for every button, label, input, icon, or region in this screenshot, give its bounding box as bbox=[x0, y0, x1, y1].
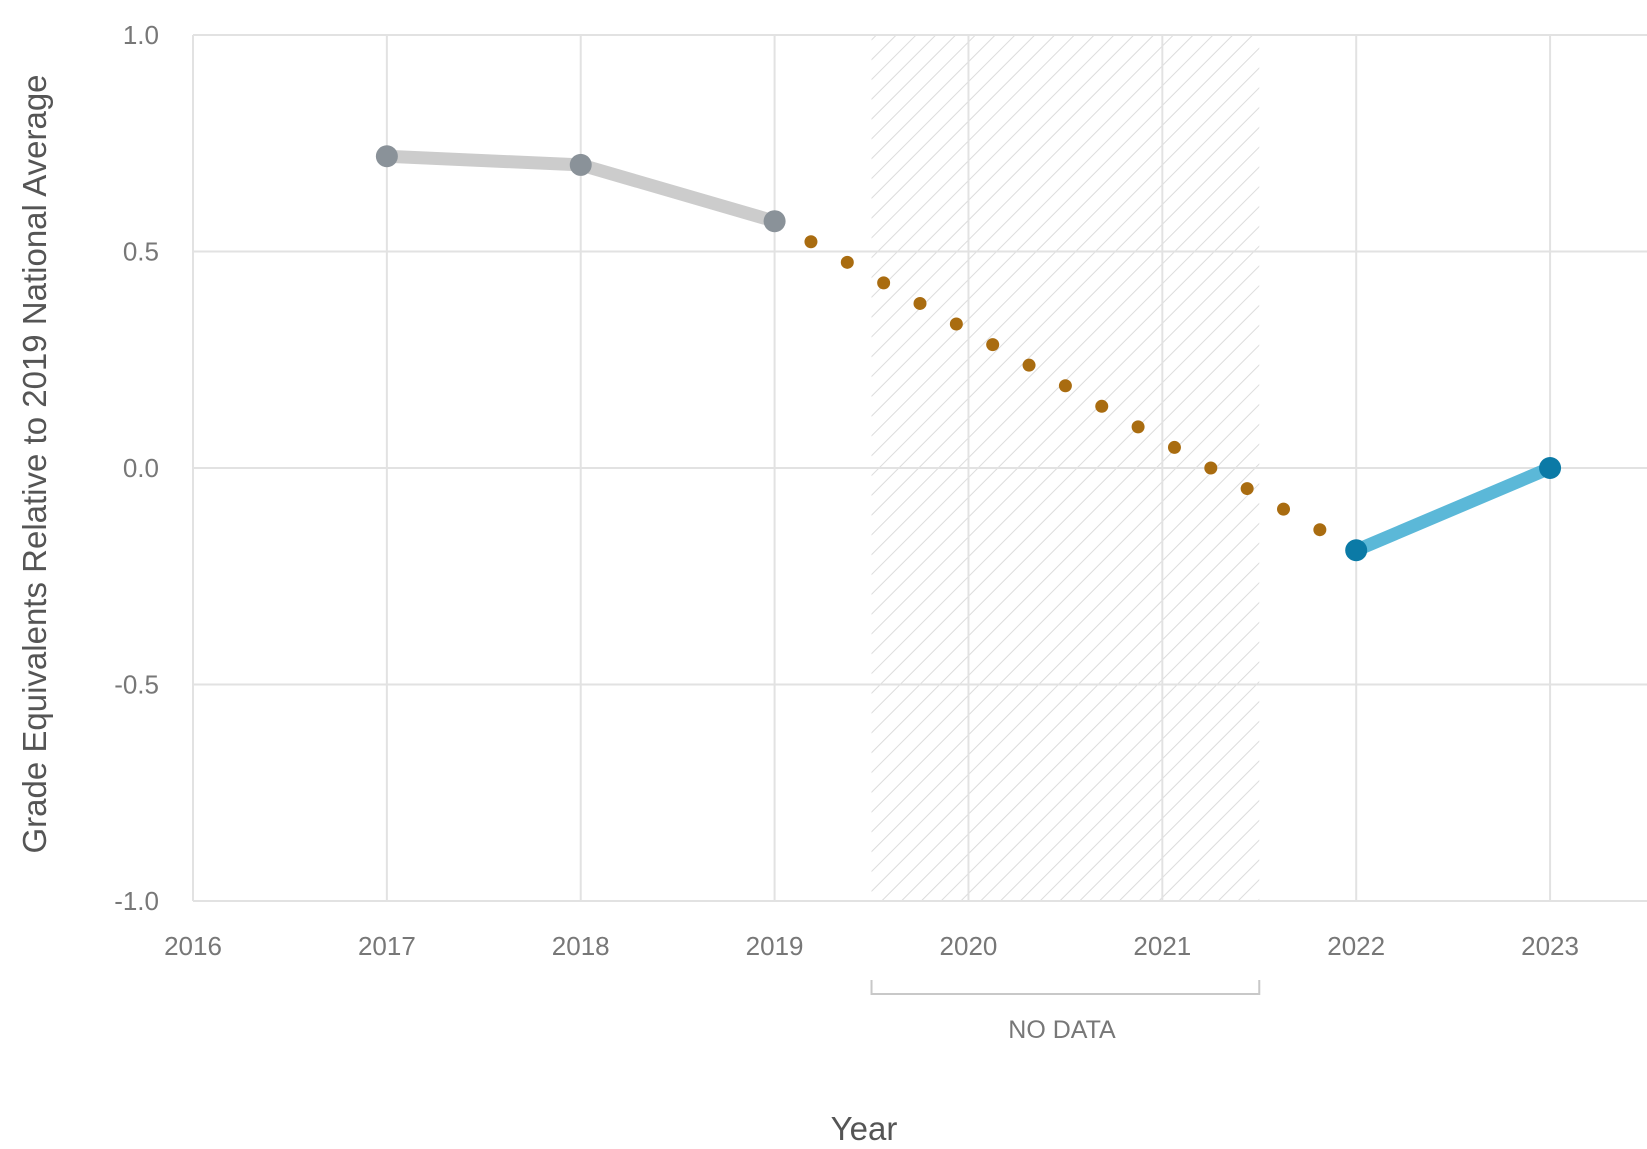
dotted-trend-dot bbox=[986, 338, 1000, 352]
dotted-trend-dot bbox=[1313, 523, 1327, 537]
x-tick-label: 2019 bbox=[746, 931, 804, 961]
y-tick-label: 0.0 bbox=[123, 453, 159, 483]
x-tick-label: 2021 bbox=[1133, 931, 1191, 961]
no-data-label: NO DATA bbox=[1008, 1016, 1116, 1044]
dotted-trend-dot bbox=[1131, 420, 1145, 434]
dotted-trend-dot bbox=[1204, 461, 1218, 475]
dotted-trend-dot bbox=[1277, 502, 1290, 516]
dotted-trend-dot bbox=[949, 317, 963, 331]
data-point bbox=[569, 153, 592, 176]
x-tick-label: 2017 bbox=[358, 931, 416, 961]
data-point bbox=[1345, 539, 1368, 562]
data-point bbox=[763, 210, 786, 233]
y-tick-label: 0.5 bbox=[123, 237, 159, 267]
series bbox=[375, 145, 1562, 562]
dotted-trend-dot bbox=[913, 296, 927, 310]
y-tick-label: -0.5 bbox=[114, 670, 159, 700]
y-tick-label: -1.0 bbox=[114, 886, 159, 916]
x-tick-label: 2023 bbox=[1521, 931, 1579, 961]
series-line-2 bbox=[1349, 461, 1557, 557]
x-tick-label: 2018 bbox=[552, 931, 610, 961]
dotted-trend-dot bbox=[840, 255, 854, 269]
data-point bbox=[375, 145, 398, 168]
dotted-trend-dot bbox=[1095, 399, 1109, 413]
x-tick-label: 2020 bbox=[940, 931, 998, 961]
grid bbox=[192, 34, 1647, 902]
y-tick-label: 1.0 bbox=[123, 20, 159, 50]
x-axis-title: Year bbox=[831, 1110, 898, 1147]
x-tick-label: 2016 bbox=[164, 931, 222, 961]
data-point bbox=[1539, 457, 1562, 479]
x-tick-label: 2022 bbox=[1327, 931, 1385, 961]
no-data-bracket-line bbox=[870, 980, 1261, 995]
dotted-trend-dot bbox=[1240, 482, 1254, 496]
y-axis-title: Grade Equivalents Relative to 2019 Natio… bbox=[16, 74, 53, 853]
dotted-trend-dot bbox=[877, 276, 891, 290]
dotted-trend-dot bbox=[804, 235, 818, 249]
dotted-trend-dot bbox=[1058, 379, 1072, 393]
no-data-bracket bbox=[870, 980, 1261, 995]
dotted-trend-dot bbox=[1022, 358, 1036, 372]
dotted-trend-dot bbox=[1167, 440, 1181, 454]
